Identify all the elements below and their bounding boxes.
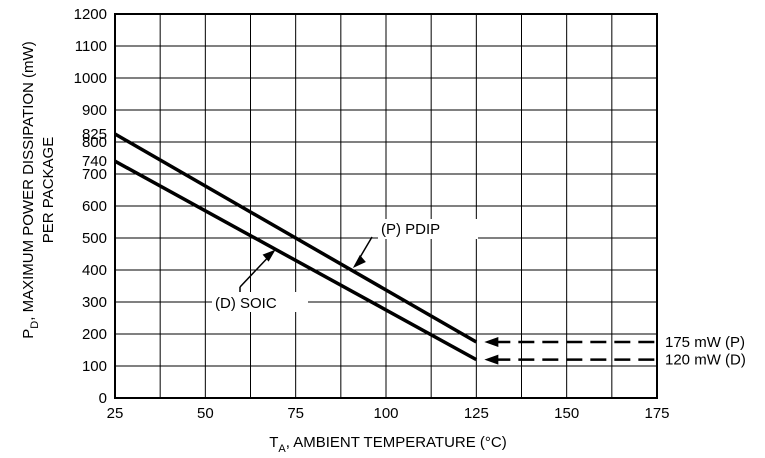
- value-callout-label: 175 mW (P): [665, 334, 745, 351]
- x-tick-label: 50: [197, 405, 214, 422]
- series-line-0: [114, 132, 478, 344]
- x-tick-label: 175: [644, 405, 669, 422]
- pdip-label: (P) PDIP: [381, 221, 440, 238]
- soic-label: (D) SOIC: [215, 295, 277, 312]
- leader-arrowhead: [484, 354, 499, 365]
- data-series: [114, 132, 478, 362]
- leader-arrowhead: [484, 337, 499, 347]
- pdip-arrowhead: [352, 255, 366, 268]
- y-tick-label: 1100: [75, 38, 107, 55]
- soic-arrowhead: [262, 249, 276, 262]
- grid: [115, 14, 657, 398]
- pdip-label-bg: [378, 219, 478, 239]
- y-tick-label: 400: [82, 262, 107, 279]
- value-callout-label: 120 mW (D): [665, 352, 746, 369]
- x-tick-label: 125: [464, 405, 489, 422]
- y-tick-label: 300: [82, 294, 107, 311]
- y-axis-label-line2-group: PER PACKAGE: [40, 137, 57, 243]
- y-axis-label-group: PD, MAXIMUM POWER DISSIPATION (mW): [20, 41, 41, 338]
- y-tick-label: 700: [82, 166, 107, 183]
- y-tick-label: 800: [82, 134, 107, 151]
- x-tick-label: 100: [373, 405, 398, 422]
- annotations: 175 mW (P)120 mW (D) (P) PDIP (D) SOIC: [212, 219, 746, 369]
- y-axis-label: PD, MAXIMUM POWER DISSIPATION (mW): [20, 41, 41, 338]
- plot-frame: [114, 13, 658, 399]
- y-tick-label: 0: [99, 390, 107, 407]
- y-tick-label: 1000: [74, 70, 107, 87]
- y-tick-label: 740: [82, 153, 107, 170]
- y-tick-label: 825: [82, 126, 107, 143]
- soic-pointer-line: [239, 253, 273, 288]
- y-tick-label: 900: [82, 102, 107, 119]
- x-axis-label: TA, AMBIENT TEMPERATURE (°C): [269, 434, 507, 455]
- y-tick-label: 200: [82, 326, 107, 343]
- x-tick-label: 75: [287, 405, 304, 422]
- y-tick-label: 500: [82, 230, 107, 247]
- y-tick-label: 1200: [74, 6, 107, 23]
- x-tick-label: 150: [554, 405, 579, 422]
- y-axis-label-line2: PER PACKAGE: [40, 137, 57, 243]
- soic-label-bg: [212, 292, 308, 312]
- x-tick-label: 25: [107, 405, 124, 422]
- x-tick-labels: 25 50 75 100 125 150 175: [107, 405, 670, 422]
- series-line-1: [114, 159, 478, 362]
- y-tick-label: 600: [82, 198, 107, 215]
- y-tick-label: 100: [82, 358, 107, 375]
